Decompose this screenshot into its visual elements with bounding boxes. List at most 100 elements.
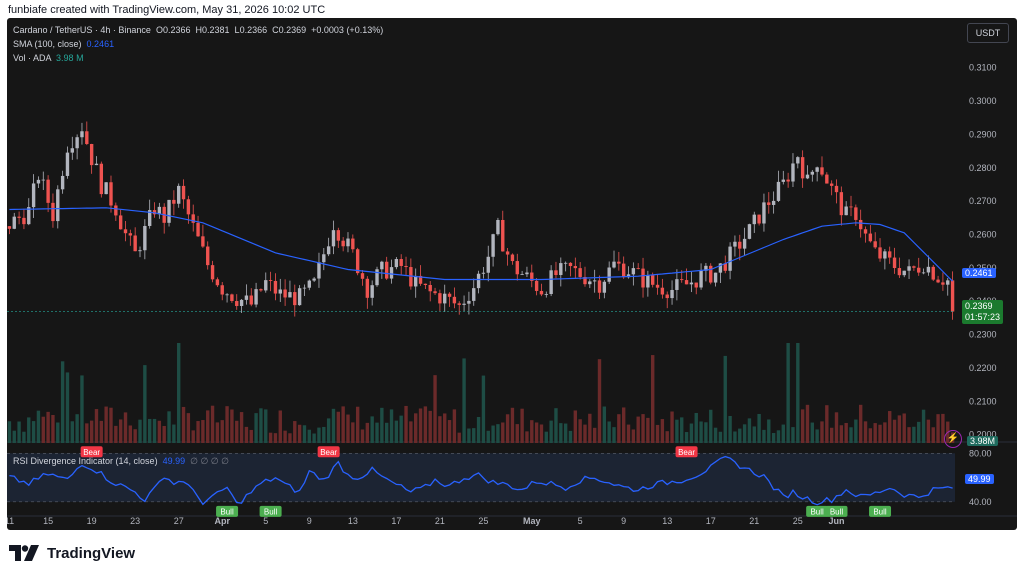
volume-bar (757, 413, 761, 443)
volume-bar (336, 411, 341, 443)
candle-body (883, 251, 887, 259)
volume-bar (655, 424, 660, 443)
volume-bar (617, 414, 621, 443)
volume-bar (578, 419, 582, 443)
volume-bar (297, 424, 302, 443)
volume-bar (612, 427, 616, 443)
candle-body (438, 293, 442, 304)
volume-bar (699, 421, 703, 443)
volume-bar (936, 414, 940, 443)
volume-bar (60, 361, 65, 443)
candle-body (36, 179, 41, 184)
volume-bar (926, 419, 931, 443)
volume-bar (346, 414, 350, 443)
bear-label-bg (675, 446, 698, 458)
candle-body (626, 274, 631, 278)
volume-bar (602, 406, 607, 443)
candle-body (878, 247, 882, 259)
lightning-icon[interactable]: ⚡ (944, 430, 962, 448)
candle-body (868, 233, 873, 242)
volume-legend[interactable]: Vol · ADA 3.98 M (13, 53, 84, 63)
candle-body (854, 207, 858, 220)
volume-bar (462, 358, 466, 443)
bar-countdown: 01:57:23 (965, 312, 1001, 322)
chart-area[interactable]: Bear Bull Bull Bear Bear Bull Bull Bull 0.3100 0.… (7, 18, 1017, 530)
candle-body (56, 189, 60, 222)
volume-bar (568, 430, 573, 443)
time-axis-tick: 23 (130, 516, 140, 526)
candle-body (215, 279, 220, 286)
candle-body (302, 287, 307, 289)
volume-bar (834, 412, 839, 443)
volume-bar (12, 430, 16, 443)
candle-body (191, 214, 195, 223)
rsi-label: RSI Divergence Indicator (14, close) (13, 456, 158, 466)
rsi-value-tag: 49.99 (965, 474, 994, 484)
candle-body (210, 265, 215, 280)
volume-bar (283, 430, 287, 443)
candle-body (462, 303, 466, 305)
volume-bar (268, 432, 273, 443)
volume-bar (505, 414, 510, 443)
volume-bar (162, 425, 166, 443)
candle-body (844, 206, 848, 216)
volume-bar (331, 408, 336, 443)
time-axis-tick: 19 (87, 516, 97, 526)
volume-bar (302, 425, 307, 443)
candle-body (12, 216, 16, 229)
candle-body (365, 278, 370, 298)
candle-body (873, 241, 877, 248)
sma-legend[interactable]: SMA (100, close) 0.2461 (13, 39, 114, 49)
bear-label: Bear (678, 448, 695, 457)
volume-bar (849, 427, 853, 443)
candle-body (520, 274, 524, 276)
volume-bar (167, 411, 171, 443)
candle-body (578, 268, 582, 277)
candle-body (225, 294, 229, 296)
volume-bar (273, 433, 278, 443)
volume-bar (118, 419, 123, 443)
volume-bar (177, 343, 181, 443)
volume-bar (767, 419, 771, 443)
candle-body (738, 241, 742, 249)
volume-bar (278, 410, 282, 443)
volume-bar (825, 405, 829, 443)
volume-bar (684, 432, 689, 443)
candle-body (312, 278, 316, 281)
candle-body (94, 163, 99, 166)
chart-canvas[interactable]: Bear Bull Bull Bear Bear Bull Bull Bull 0.3100 0.… (7, 18, 1017, 530)
candle-body (825, 174, 829, 184)
candle-body (307, 280, 311, 288)
price-axis-tick: 0.2100 (969, 396, 997, 406)
volume-bar (873, 423, 877, 443)
volume-bar (157, 420, 162, 443)
bull-label-bg (259, 505, 282, 517)
top-bar: funbiafe created with TradingView.com, M… (0, 0, 1024, 18)
volume-bar (249, 429, 253, 443)
candle-body (592, 280, 597, 282)
volume-bar (7, 421, 12, 443)
candle-body (70, 148, 74, 153)
sma-line (9, 207, 954, 282)
candle-body (892, 257, 897, 269)
volume-bar (858, 404, 863, 443)
candle-body (399, 259, 403, 266)
candle-body (196, 222, 200, 237)
volume-bar (423, 406, 428, 443)
candle-body (946, 280, 950, 285)
volume-bar (322, 426, 326, 443)
volume-bar (713, 427, 718, 443)
rsi-legend[interactable]: RSI Divergence Indicator (14, close) 49.… (13, 456, 229, 467)
volume-bar (718, 431, 723, 443)
candle-body (549, 270, 553, 295)
volume-bar (888, 411, 892, 443)
volume-bar (409, 421, 413, 443)
bull-label-bg (216, 505, 239, 517)
candle-body (51, 202, 55, 222)
volume-bar (762, 429, 766, 443)
currency-button[interactable]: USDT (967, 23, 1009, 43)
candle-body (375, 269, 379, 286)
candle-body (114, 205, 118, 216)
candle-body (926, 266, 931, 273)
candle-body (360, 273, 365, 279)
